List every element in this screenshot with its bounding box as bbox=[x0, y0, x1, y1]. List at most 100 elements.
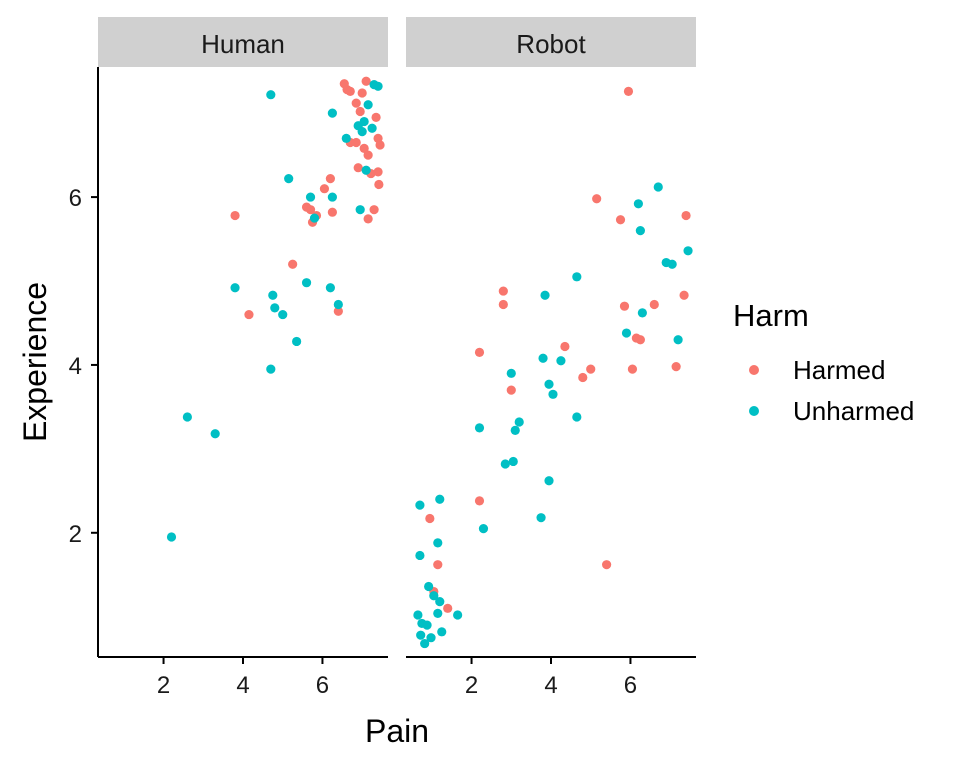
point-robot-unharmed-9 bbox=[429, 591, 439, 601]
x-tick-label-robot-4: 4 bbox=[544, 672, 557, 699]
point-human-unharmed-17 bbox=[333, 299, 343, 310]
point-robot-harmed-0 bbox=[425, 513, 435, 524]
point-human-unharmed-0 bbox=[166, 532, 177, 542]
point-robot-harmed-10 bbox=[578, 372, 588, 383]
legend-label-harmed: Harmed bbox=[793, 355, 885, 385]
point-robot-unharmed-3 bbox=[416, 630, 426, 640]
point-robot-unharmed-2 bbox=[415, 550, 425, 561]
legend-key-unharmed bbox=[749, 406, 759, 416]
point-robot-unharmed-16 bbox=[474, 423, 485, 433]
point-human-harmed-17 bbox=[353, 163, 363, 173]
point-robot-harmed-14 bbox=[615, 215, 626, 225]
point-human-harmed-29 bbox=[374, 179, 384, 190]
x-tick-label-robot-2: 2 bbox=[465, 672, 478, 699]
point-human-unharmed-1 bbox=[182, 412, 192, 422]
point-human-unharmed-2 bbox=[210, 429, 220, 439]
point-human-unharmed-24 bbox=[363, 100, 373, 110]
point-human-harmed-23 bbox=[363, 150, 373, 160]
point-robot-unharmed-23 bbox=[536, 513, 546, 523]
point-robot-harmed-11 bbox=[586, 364, 596, 374]
point-human-harmed-4 bbox=[305, 205, 316, 215]
point-human-unharmed-4 bbox=[266, 90, 276, 100]
x-axis-title: Pain bbox=[365, 713, 429, 749]
point-human-harmed-2 bbox=[288, 259, 298, 269]
point-human-harmed-21 bbox=[361, 76, 371, 86]
point-robot-unharmed-8 bbox=[426, 633, 436, 643]
point-robot-harmed-4 bbox=[474, 347, 485, 357]
facet-strip-label-human: Human bbox=[201, 29, 285, 59]
series-human-unharmed bbox=[166, 80, 383, 542]
point-human-harmed-7 bbox=[319, 184, 330, 194]
point-human-harmed-27 bbox=[373, 167, 383, 177]
point-robot-unharmed-7 bbox=[424, 581, 434, 592]
facet-panels: Human 2 4 6 2 4 6 Robot 2 4 6 bbox=[69, 17, 696, 699]
point-robot-harmed-15 bbox=[619, 301, 630, 311]
point-robot-unharmed-21 bbox=[510, 425, 520, 435]
point-robot-harmed-7 bbox=[498, 299, 508, 310]
point-robot-unharmed-6 bbox=[422, 620, 432, 630]
x-tick-label-human-2: 2 bbox=[157, 672, 170, 699]
point-robot-unharmed-17 bbox=[478, 523, 489, 534]
point-robot-harmed-21 bbox=[671, 362, 681, 372]
point-robot-harmed-22 bbox=[679, 290, 689, 300]
point-robot-unharmed-32 bbox=[621, 328, 632, 338]
point-robot-unharmed-20 bbox=[508, 456, 518, 467]
point-human-unharmed-22 bbox=[359, 116, 369, 127]
point-robot-harmed-8 bbox=[506, 385, 516, 395]
point-robot-unharmed-13 bbox=[435, 597, 445, 607]
point-robot-unharmed-0 bbox=[413, 610, 423, 620]
legend-title: Harm bbox=[733, 298, 809, 333]
legend: Harm Harmed Unharmed bbox=[733, 298, 914, 426]
series-robot-harmed bbox=[425, 86, 691, 613]
point-robot-unharmed-22 bbox=[514, 417, 524, 427]
point-robot-unharmed-19 bbox=[506, 368, 516, 378]
point-robot-unharmed-40 bbox=[683, 246, 693, 256]
point-robot-unharmed-35 bbox=[637, 308, 647, 318]
point-robot-unharmed-10 bbox=[433, 538, 443, 548]
point-human-harmed-25 bbox=[369, 205, 379, 215]
point-robot-harmed-6 bbox=[498, 286, 508, 296]
point-robot-unharmed-30 bbox=[572, 412, 582, 422]
point-robot-unharmed-12 bbox=[435, 494, 445, 504]
point-human-unharmed-13 bbox=[309, 213, 320, 223]
point-human-harmed-9 bbox=[327, 207, 337, 217]
point-robot-unharmed-11 bbox=[433, 608, 443, 618]
x-tick-label-human-4: 4 bbox=[236, 672, 249, 699]
point-robot-unharmed-26 bbox=[544, 379, 554, 389]
point-robot-unharmed-34 bbox=[635, 226, 645, 236]
point-human-unharmed-10 bbox=[292, 336, 302, 347]
y-axis-title: Experience bbox=[17, 282, 53, 442]
point-human-harmed-26 bbox=[371, 112, 381, 122]
facet-strip-label-robot: Robot bbox=[516, 29, 586, 59]
point-human-harmed-19 bbox=[357, 88, 367, 98]
point-robot-unharmed-15 bbox=[453, 610, 463, 620]
point-robot-harmed-20 bbox=[649, 299, 659, 310]
point-robot-unharmed-33 bbox=[633, 199, 643, 209]
series-human-harmed bbox=[230, 76, 385, 320]
point-human-unharmed-25 bbox=[367, 123, 377, 133]
y-tick-label-4: 4 bbox=[69, 353, 82, 380]
point-robot-harmed-5 bbox=[474, 496, 485, 506]
legend-label-unharmed: Unharmed bbox=[793, 396, 914, 426]
x-tick-label-human-6: 6 bbox=[316, 672, 329, 699]
point-human-unharmed-18 bbox=[341, 133, 351, 143]
point-robot-harmed-9 bbox=[560, 341, 570, 352]
facet-strip-robot bbox=[406, 17, 696, 67]
point-robot-harmed-3 bbox=[443, 603, 453, 613]
point-robot-unharmed-25 bbox=[540, 290, 550, 300]
legend-key-harmed bbox=[749, 365, 759, 375]
point-human-harmed-15 bbox=[351, 137, 361, 148]
point-robot-harmed-2 bbox=[433, 560, 443, 570]
point-human-unharmed-11 bbox=[301, 278, 312, 288]
point-human-unharmed-12 bbox=[305, 192, 316, 202]
point-human-harmed-1 bbox=[244, 309, 254, 320]
y-tick-label-2: 2 bbox=[69, 521, 82, 548]
legend-items: Harmed Unharmed bbox=[749, 355, 914, 426]
point-robot-harmed-13 bbox=[602, 560, 612, 570]
x-tick-label-robot-6: 6 bbox=[624, 672, 637, 699]
point-robot-unharmed-27 bbox=[544, 476, 554, 486]
point-human-unharmed-16 bbox=[327, 192, 337, 202]
point-human-unharmed-5 bbox=[266, 364, 276, 374]
point-robot-unharmed-38 bbox=[667, 259, 677, 269]
point-human-harmed-8 bbox=[325, 174, 335, 184]
